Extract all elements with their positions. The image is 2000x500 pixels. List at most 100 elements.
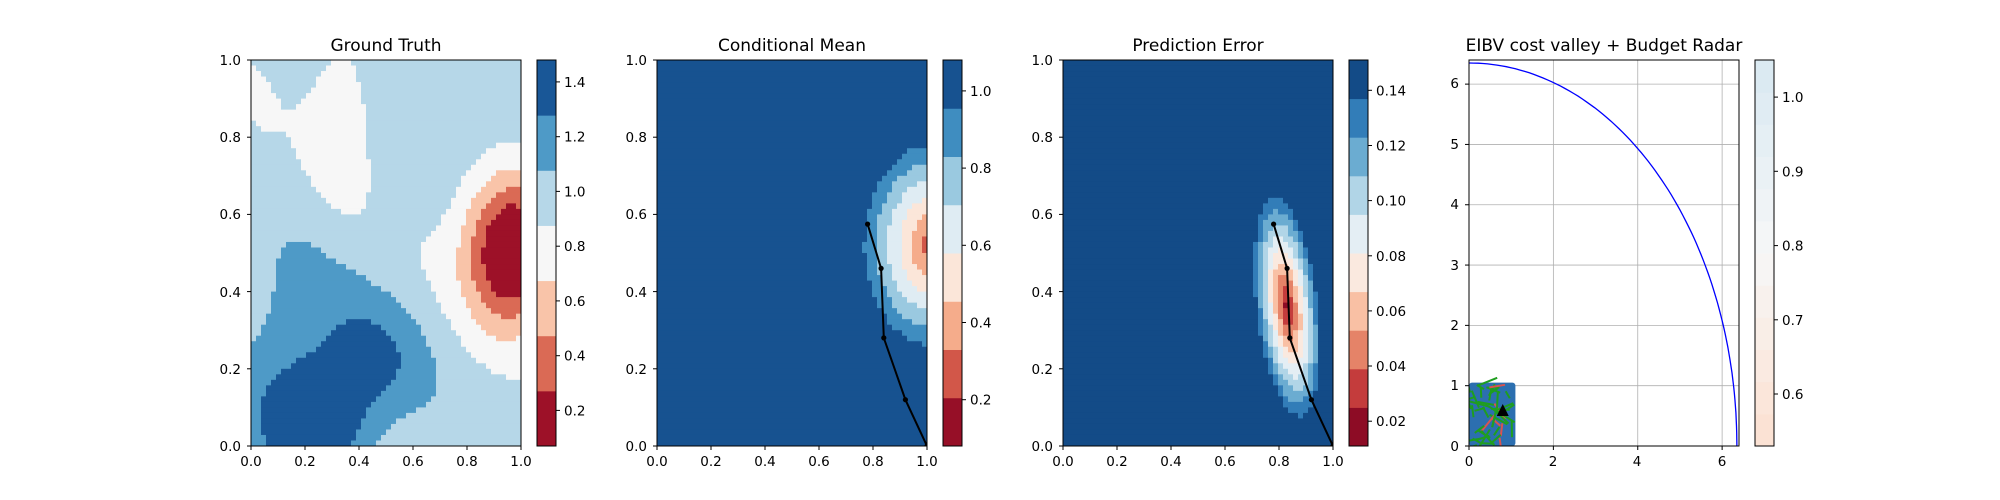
heatmap-cell	[346, 429, 352, 436]
heatmap-cell	[366, 319, 372, 326]
heatmap-cell	[672, 308, 678, 315]
heatmap-cell	[326, 434, 332, 442]
heatmap-cell	[461, 219, 467, 227]
heatmap-cell	[732, 308, 738, 315]
heatmap-cell	[411, 98, 417, 105]
heatmap-cell	[687, 159, 693, 166]
heatmap-cell	[702, 115, 708, 122]
heatmap-cell	[276, 368, 282, 375]
heatmap-cell	[727, 385, 733, 392]
heatmap-cell	[426, 302, 432, 309]
heatmap-cell	[506, 98, 512, 105]
heatmap-cell	[697, 319, 703, 326]
heatmap-cell	[421, 330, 427, 337]
heatmap-cell	[266, 379, 272, 386]
heatmap-cell	[411, 374, 417, 381]
heatmap-cell	[366, 352, 372, 359]
heatmap-cell	[421, 253, 427, 260]
heatmap-cell	[496, 164, 502, 171]
heatmap-cell	[356, 269, 362, 276]
heatmap-cell	[436, 341, 442, 348]
heatmap-cell	[722, 65, 728, 72]
heatmap-cell	[667, 346, 673, 353]
heatmap-cell	[271, 230, 277, 238]
heatmap-cell	[281, 170, 287, 177]
heatmap-cell	[662, 385, 668, 392]
heatmap-cell	[667, 286, 673, 293]
heatmap-cell	[737, 264, 743, 271]
heatmap-cell	[657, 181, 663, 188]
heatmap-cell	[296, 241, 302, 249]
heatmap-cell	[727, 297, 733, 304]
heatmap-cell	[657, 148, 663, 155]
heatmap-cell	[677, 203, 683, 210]
heatmap-cell	[672, 258, 678, 265]
heatmap-cell	[516, 131, 521, 138]
heatmap-cell	[431, 385, 437, 392]
heatmap-cell	[436, 291, 442, 298]
heatmap-cell	[732, 225, 738, 232]
heatmap-cell	[707, 269, 713, 276]
heatmap-cell	[672, 385, 678, 392]
heatmap-cell	[702, 352, 708, 359]
heatmap-cell	[501, 313, 507, 320]
heatmap-cell	[351, 247, 357, 254]
heatmap-cell	[341, 98, 347, 105]
heatmap-cell	[261, 93, 267, 100]
heatmap-cell	[321, 357, 327, 364]
heatmap-field	[251, 60, 521, 446]
heatmap-cell	[396, 280, 402, 287]
heatmap-cell	[501, 275, 507, 282]
heatmap-cell	[391, 264, 397, 271]
heatmap-cell	[286, 330, 292, 337]
heatmap-cell	[256, 418, 262, 425]
heatmap-cell	[516, 65, 521, 72]
heatmap-cell	[401, 76, 407, 83]
heatmap-cell	[411, 208, 417, 215]
heatmap-cell	[712, 109, 718, 116]
heatmap-cell	[336, 357, 342, 364]
heatmap-cell	[271, 186, 277, 193]
heatmap-cell	[511, 401, 517, 408]
heatmap-cell	[326, 175, 332, 182]
heatmap-cell	[306, 170, 312, 177]
heatmap-cell	[256, 153, 262, 160]
heatmap-cell	[672, 109, 678, 116]
heatmap-cell	[351, 390, 357, 397]
heatmap-cell	[346, 335, 352, 342]
heatmap-cell	[251, 214, 257, 221]
heatmap-cell	[276, 308, 282, 315]
heatmap-cell	[737, 308, 743, 315]
heatmap-cell	[516, 60, 521, 67]
heatmap-cell	[466, 142, 472, 149]
heatmap-cell	[506, 87, 512, 94]
heatmap-cell	[376, 197, 382, 204]
heatmap-cell	[516, 269, 521, 276]
heatmap-cell	[336, 390, 342, 397]
heatmap-cell	[722, 109, 728, 116]
heatmap-cell	[471, 253, 477, 260]
heatmap-cell	[301, 346, 307, 353]
heatmap-cell	[251, 148, 257, 155]
heatmap-cell	[732, 423, 738, 431]
heatmap-cell	[371, 236, 377, 243]
heatmap-cell	[286, 170, 292, 177]
heatmap-cell	[396, 346, 402, 353]
heatmap-cell	[466, 407, 472, 414]
heatmap-cell	[291, 319, 297, 326]
heatmap-cell	[366, 429, 372, 436]
heatmap-cell	[321, 192, 327, 199]
heatmap-cell	[431, 153, 437, 160]
heatmap-cell	[371, 313, 377, 320]
heatmap-cell	[316, 219, 322, 227]
heatmap-cell	[376, 319, 382, 326]
heatmap-cell	[511, 423, 517, 431]
heatmap-cell	[291, 374, 297, 381]
heatmap-cell	[411, 159, 417, 166]
heatmap-cell	[271, 269, 277, 276]
heatmap-cell	[667, 269, 673, 276]
heatmap-cell	[496, 87, 502, 94]
heatmap-cell	[496, 137, 502, 144]
heatmap-cell	[511, 291, 517, 298]
heatmap-cell	[737, 164, 743, 171]
